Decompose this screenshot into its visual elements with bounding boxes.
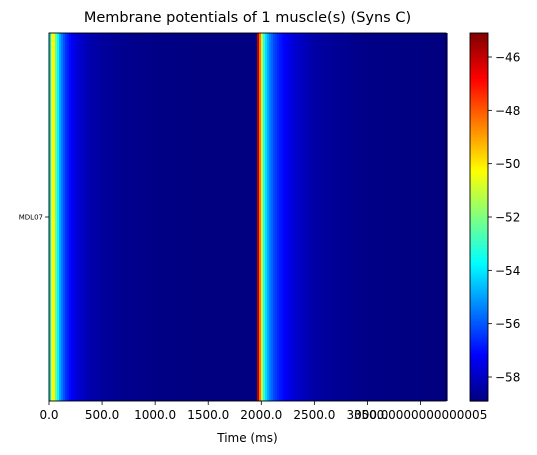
- colorbar-tick-label: −58: [495, 371, 520, 385]
- colorbar-tick-label: −56: [495, 317, 520, 331]
- x-tick-label: 1000.0: [134, 408, 176, 422]
- y-axis: MDL07: [19, 214, 49, 222]
- x-tick-label: 3500.0000000000005: [354, 408, 488, 422]
- colorbar-tick-label: −52: [495, 211, 520, 225]
- chart-title: Membrane potentials of 1 muscle(s) (Syns…: [84, 10, 411, 26]
- x-tick-label: 500.0: [85, 408, 119, 422]
- colorbar-tick-label: −54: [495, 264, 520, 278]
- y-tick-label: MDL07: [19, 214, 43, 222]
- colorbar-axis: −46 −48 −50 −52 −54 −56 −58: [488, 51, 520, 385]
- x-axis: 0.0 500.0 1000.0 1500.0 2000.0 2500.0 3000.035…: [39, 401, 487, 422]
- colorbar-tick-label: −50: [495, 157, 520, 171]
- x-tick-label: 2000.0: [240, 408, 282, 422]
- colorbar-tick-label: −46: [495, 51, 520, 65]
- colorbar-tick-label: −48: [495, 104, 520, 118]
- colorbar-gradient: [470, 33, 488, 402]
- x-tick-label: 0.0: [39, 408, 58, 422]
- x-axis-label: Time (ms): [216, 431, 278, 445]
- x-tick-label: 2500.0: [293, 408, 335, 422]
- heatmap-cells: [49, 33, 448, 401]
- x-tick-label: 1500.0: [187, 408, 229, 422]
